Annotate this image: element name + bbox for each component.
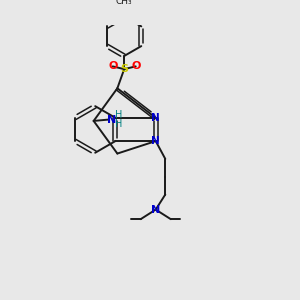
Text: N: N: [107, 115, 116, 124]
Text: N: N: [151, 205, 160, 214]
Text: O: O: [108, 61, 117, 71]
Text: H: H: [116, 110, 123, 120]
Text: N: N: [151, 113, 160, 123]
Text: CH₃: CH₃: [116, 0, 133, 6]
Text: N: N: [151, 136, 160, 146]
Text: H: H: [116, 119, 123, 130]
Text: O: O: [131, 61, 140, 71]
Text: S: S: [120, 64, 128, 74]
